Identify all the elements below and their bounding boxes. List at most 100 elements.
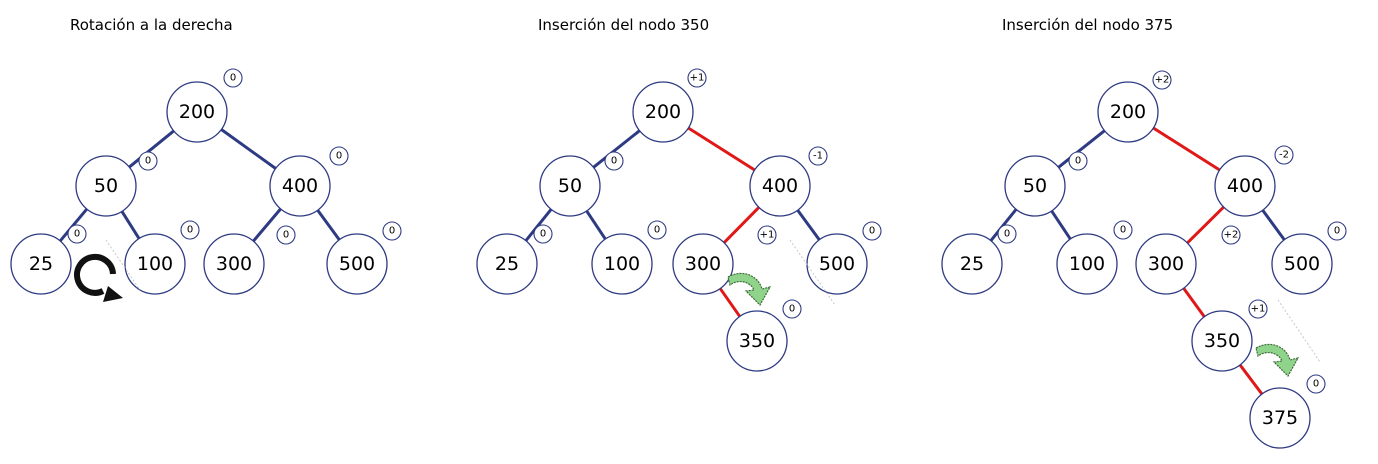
balance-badge: 0	[223, 68, 243, 88]
balance-value: 0	[230, 73, 236, 84]
node-value: 200	[179, 101, 215, 123]
node-value: 500	[819, 253, 855, 275]
balance-badge: +1	[757, 225, 777, 245]
tree-node-300: 300	[672, 233, 734, 295]
balance-badge: 0	[67, 224, 87, 244]
node-value: 500	[339, 253, 375, 275]
balance-value: -2	[1279, 150, 1289, 161]
node-value: 100	[1069, 253, 1105, 275]
guide-line	[789, 239, 836, 306]
tree-edge	[1186, 206, 1225, 244]
balance-badge: 0	[180, 220, 200, 240]
tree-node-25: 25	[476, 233, 538, 295]
balance-badge: +1	[1248, 299, 1268, 319]
balance-badge: 0	[533, 224, 553, 244]
balance-badge: 0	[782, 299, 802, 319]
balance-value: 0	[389, 226, 395, 237]
balance-badge: -2	[1274, 145, 1294, 165]
tree-edge	[1057, 129, 1106, 169]
tree-node-100: 100	[124, 233, 186, 295]
tree-node-50: 50	[1004, 155, 1066, 217]
node-value: 50	[94, 175, 118, 197]
balance-badge: -1	[808, 146, 828, 166]
tree-edge	[687, 126, 756, 172]
tree-node-100: 100	[1056, 233, 1118, 295]
balance-badge: 0	[1327, 221, 1347, 241]
balance-value: +2	[1224, 230, 1239, 241]
balance-badge: +2	[1152, 70, 1172, 90]
tree-edge	[316, 209, 341, 241]
tree-node-350: 350	[1191, 310, 1253, 372]
tree-edge	[585, 210, 607, 240]
tree-node-25: 25	[10, 233, 72, 295]
balance-value: 0	[789, 304, 795, 315]
node-value: 100	[137, 253, 173, 275]
node-value: 50	[558, 175, 582, 197]
tree-edge	[592, 129, 641, 169]
node-value: 375	[1262, 407, 1298, 429]
tree-node-300: 300	[1135, 233, 1197, 295]
balance-value: 0	[1313, 379, 1319, 390]
balance-badge: 0	[138, 151, 158, 171]
tree-node-375: 375	[1249, 387, 1311, 449]
balance-value: +1	[760, 230, 775, 241]
tree-edge	[723, 206, 760, 244]
balance-value: 0	[869, 226, 875, 237]
balance-badge: 0	[382, 221, 402, 241]
tree-edge	[120, 210, 141, 240]
clockwise-rotate-icon	[74, 253, 123, 302]
tree-edge	[1050, 210, 1072, 240]
panel-insercion-350: Inserción del nodo 350200+1500400-125010…	[476, 16, 882, 372]
panel-insercion-375: Inserción del nodo 375200+2500400-225010…	[941, 16, 1347, 449]
tree-edge	[718, 287, 742, 318]
tree-node-400: 400	[749, 155, 811, 217]
curved-arrow-icon	[1255, 343, 1300, 377]
node-value: 300	[216, 253, 252, 275]
balance-value: 0	[1075, 156, 1081, 167]
tree-node-400: 400	[1214, 155, 1276, 217]
tree-node-200: 200	[1097, 81, 1159, 143]
node-value: 25	[960, 253, 984, 275]
balance-value: +1	[690, 73, 705, 84]
balance-value: 0	[74, 229, 80, 240]
balance-value: +1	[1251, 304, 1266, 315]
balance-value: 0	[611, 156, 617, 167]
balance-badge: 0	[1068, 151, 1088, 171]
tree-edge	[989, 208, 1018, 242]
tree-edge	[252, 207, 282, 243]
balance-value: 0	[1004, 229, 1010, 240]
tree-edge	[796, 209, 821, 241]
balance-value: 0	[654, 225, 660, 236]
tree-node-100: 100	[591, 233, 653, 295]
node-value: 350	[739, 330, 775, 352]
balance-badge: 0	[276, 225, 296, 245]
balance-value: 0	[145, 156, 151, 167]
node-value: 25	[495, 253, 519, 275]
balance-value: 0	[283, 230, 289, 241]
tree-node-200: 200	[166, 81, 228, 143]
panel-title: Rotación a la derecha	[70, 16, 233, 34]
tree-edge	[1261, 209, 1286, 241]
node-value: 25	[29, 253, 53, 275]
node-value: 300	[1148, 253, 1184, 275]
balance-badge: 0	[1306, 374, 1326, 394]
node-value: 100	[604, 253, 640, 275]
node-value: 300	[685, 253, 721, 275]
node-value: 400	[1227, 175, 1263, 197]
panel-title: Inserción del nodo 350	[538, 16, 709, 34]
panel-title: Inserción del nodo 375	[1002, 16, 1173, 34]
tree-node-350: 350	[726, 310, 788, 372]
node-value: 350	[1204, 330, 1240, 352]
tree-edge	[220, 128, 277, 170]
node-value: 400	[282, 175, 318, 197]
tree-edge	[1238, 364, 1264, 395]
panel-rotacion: Rotación a la derecha2000500400025010003…	[10, 16, 402, 302]
tree-node-50: 50	[75, 155, 137, 217]
node-value: 200	[645, 101, 681, 123]
balance-badge: 0	[997, 224, 1017, 244]
balance-badge: 0	[604, 151, 624, 171]
balance-value: 0	[187, 225, 193, 236]
tree-edge	[524, 208, 553, 242]
balance-badge: 0	[1113, 220, 1133, 240]
